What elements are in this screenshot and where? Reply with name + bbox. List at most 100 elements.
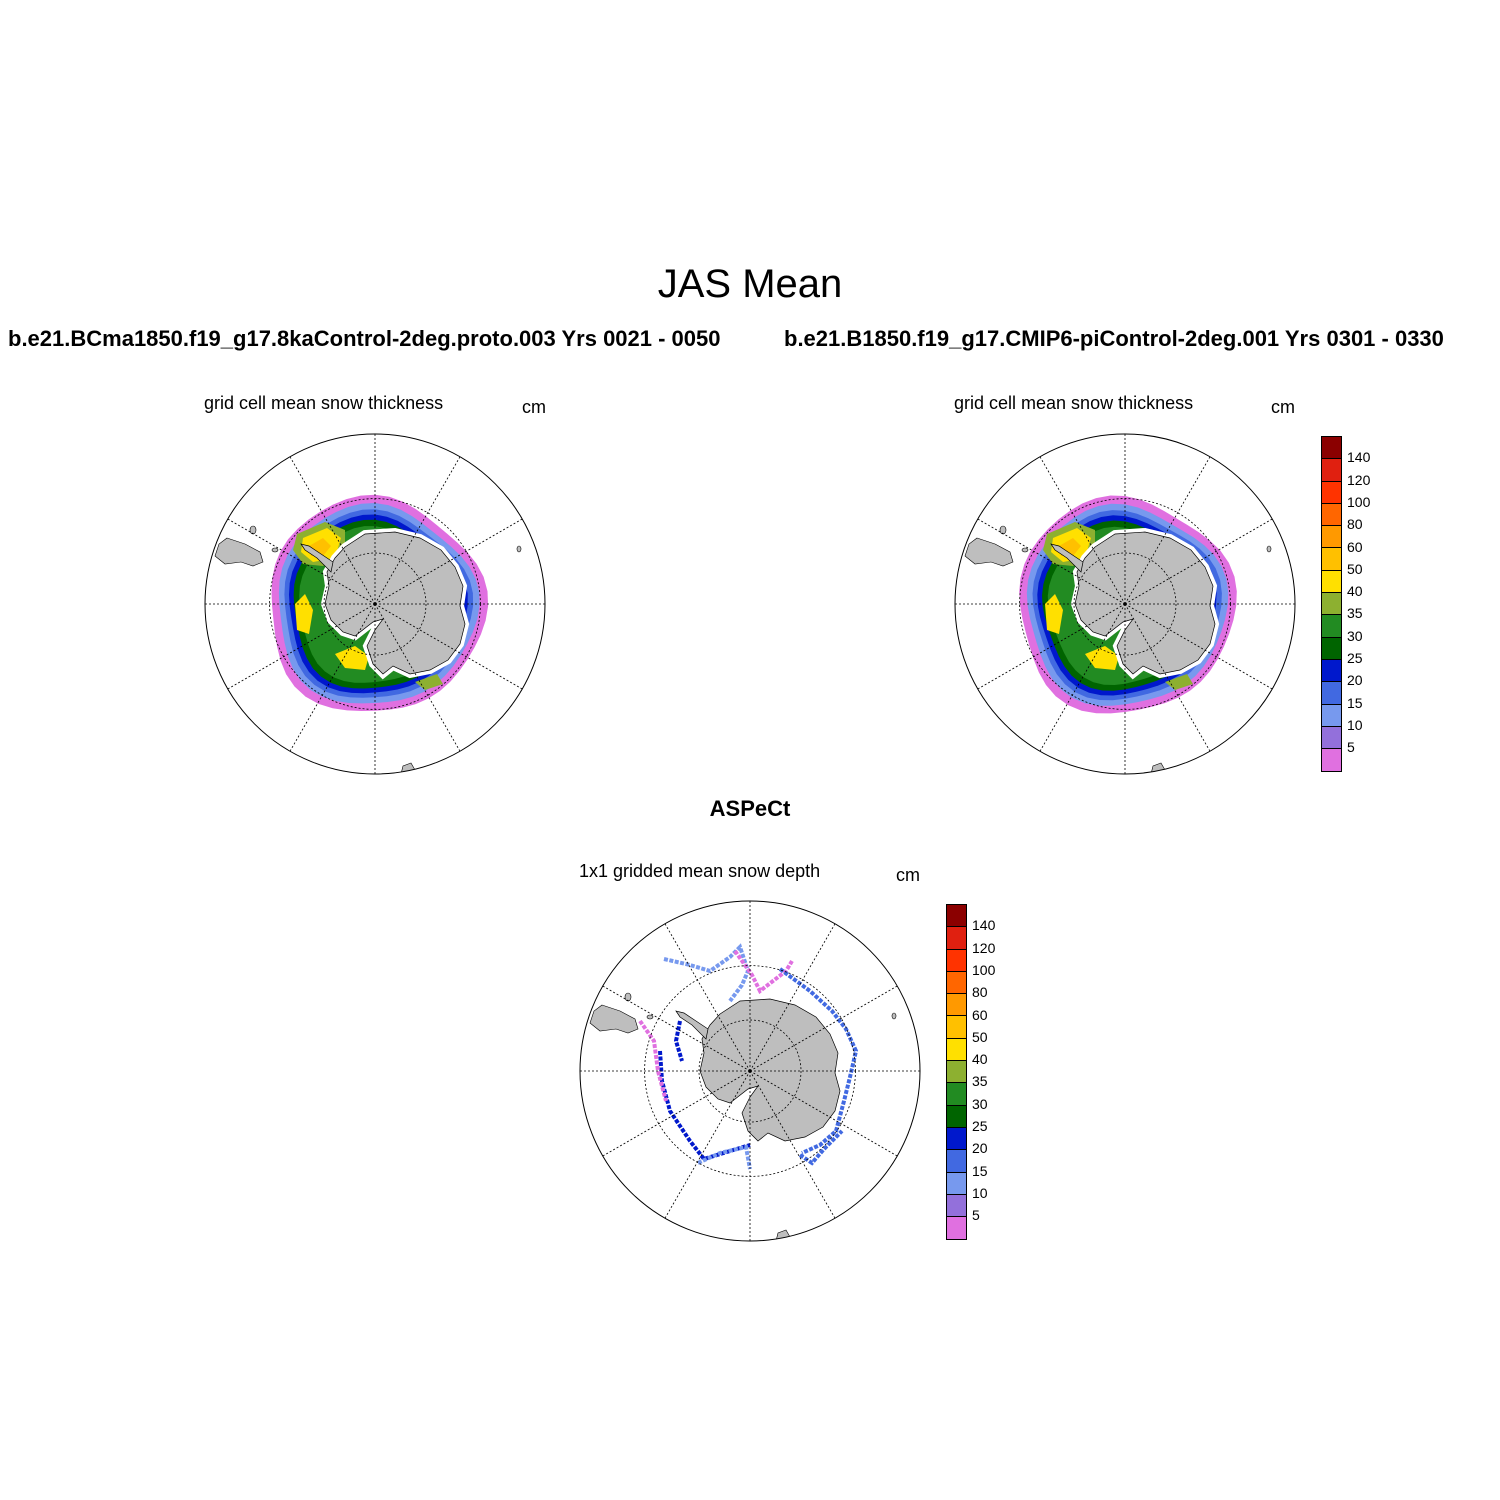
colorbar-bottom: 140 120 100 80 60 50 40 35 30 25 20 15 10 5 [946, 904, 995, 1241]
colorbar-swatch [1322, 593, 1341, 616]
panel-right-units: cm [1271, 397, 1295, 417]
snow-patch-50 [1085, 646, 1119, 670]
colorbar-tick-label: 60 [972, 1006, 988, 1023]
colorbar-swatch [947, 1105, 966, 1128]
colorbar-tick-label: 10 [1347, 716, 1363, 733]
ship-track-observation [638, 1019, 668, 1102]
latitude-circle [644, 965, 856, 1177]
colorbar-tick-label: 35 [972, 1073, 988, 1090]
colorbar-tick-label: 40 [1347, 583, 1363, 600]
antarctica-land [1074, 531, 1216, 675]
colorbar-tick-label: 140 [1347, 449, 1371, 466]
island-land [1266, 545, 1272, 553]
ship-track-observation [733, 949, 794, 995]
colorbar-tick-label: 30 [972, 1095, 988, 1112]
meridian-line [1124, 603, 1273, 690]
colorbar-swatch [1322, 526, 1341, 549]
colorbar-swatches [1321, 436, 1342, 773]
meridian-line [289, 603, 376, 752]
antarctica-land [699, 998, 841, 1142]
colorbar-tick-label: 5 [1347, 739, 1355, 756]
colorbar-tick-label: 120 [1347, 471, 1371, 488]
antarctic-peninsula-land [675, 1010, 709, 1040]
map-boundary [579, 900, 921, 1242]
colorbar-tick-label: 30 [1347, 627, 1363, 644]
meridian-line [1124, 518, 1273, 605]
colorbar-swatch [1322, 437, 1341, 460]
island-land [249, 525, 257, 535]
colorbar-swatch [947, 971, 966, 995]
colorbar-tick-label: 40 [972, 1051, 988, 1068]
meridian-line [1124, 456, 1211, 605]
snow-patch-40 [415, 674, 443, 690]
panel-bottom-variable-title: 1x1 gridded mean snow depth [579, 861, 821, 881]
meridian-line [977, 603, 1126, 690]
colorbar-swatch [947, 1217, 966, 1240]
panel-left-variable-title: grid cell mean snow thickness [204, 393, 444, 413]
colorbar-swatch [1322, 659, 1341, 683]
meridian-line [289, 456, 376, 605]
island-land [1021, 547, 1029, 553]
antarctica-land [324, 531, 466, 675]
polar-map-left [204, 433, 546, 775]
colorbar-tick-label: 100 [972, 961, 996, 978]
colorbar-swatch [947, 905, 966, 928]
latitude-circle [1019, 498, 1231, 710]
colorbar-tick-label: 15 [1347, 694, 1363, 711]
colorbar-tick-label: 35 [1347, 605, 1363, 622]
colorbar-swatch [947, 1016, 966, 1039]
meridian-line [664, 1070, 751, 1219]
island-land [646, 1014, 654, 1020]
colorbar-tick-label: 50 [1347, 560, 1363, 577]
colorbar-swatch [1322, 548, 1341, 571]
colorbar-swatch [1322, 570, 1341, 594]
colorbar-swatch [1322, 615, 1341, 638]
ship-track-observation [697, 1144, 752, 1170]
meridian-line [374, 456, 461, 605]
colorbar-swatch [1322, 682, 1341, 705]
snow-patch-50 [1045, 594, 1063, 634]
meridian-line [1039, 603, 1126, 752]
colorbar-swatch [947, 1061, 966, 1084]
island-land [891, 1012, 897, 1020]
colorbar-swatch [947, 1172, 966, 1195]
snow-patch-40 [1165, 674, 1193, 690]
colorbar-swatch [1322, 637, 1341, 660]
colorbar-tick-label: 25 [1347, 650, 1363, 666]
colorbar-tick-label: 140 [972, 917, 996, 934]
latitude-circle [269, 498, 481, 710]
colorbar-tick-label: 15 [972, 1162, 988, 1179]
panel-left-case-title: b.e21.BCma1850.f19_g17.8kaControl-2deg.p… [8, 326, 721, 351]
meridian-line [227, 603, 376, 690]
ship-track-observation [673, 1020, 684, 1062]
island-land [271, 547, 279, 553]
meridian-line [374, 603, 523, 690]
colorbar-tick-label: 50 [972, 1028, 988, 1045]
panel-right-case-title: b.e21.B1850.f19_g17.CMIP6-piControl-2deg… [784, 326, 1444, 351]
colorbar-swatch [1322, 503, 1341, 527]
island-land [999, 525, 1007, 535]
ship-track-observation [658, 1050, 751, 1162]
panel-bottom-units: cm [896, 865, 920, 885]
colorbar-tick-label: 80 [1347, 516, 1363, 533]
ship-track-observation [778, 967, 859, 1155]
colorbar-tick-label: 100 [1347, 493, 1371, 510]
panel-bottom-case-title: ASPeCt [709, 796, 791, 821]
colorbar-tick-label: 120 [972, 939, 996, 956]
map-boundary [204, 433, 546, 775]
colorbar-swatch [1322, 704, 1341, 727]
meridian-line [749, 923, 836, 1072]
south-america-land [589, 1004, 639, 1034]
colorbar-tick-label: 25 [972, 1118, 988, 1134]
colorbar-tick-label: 20 [1347, 672, 1363, 689]
meridian-line [602, 1070, 751, 1157]
colorbar-swatch [947, 1194, 966, 1218]
colorbar-tick-label: 5 [972, 1207, 980, 1224]
colorbar-tick-label: 60 [1347, 538, 1363, 555]
south-america-land [964, 537, 1014, 567]
colorbar-swatch [947, 1083, 966, 1106]
island-land [516, 545, 522, 553]
snow-patch-50 [295, 594, 313, 634]
colorbar-swatch [1322, 726, 1341, 750]
figure-title: JAS Mean [657, 262, 843, 306]
